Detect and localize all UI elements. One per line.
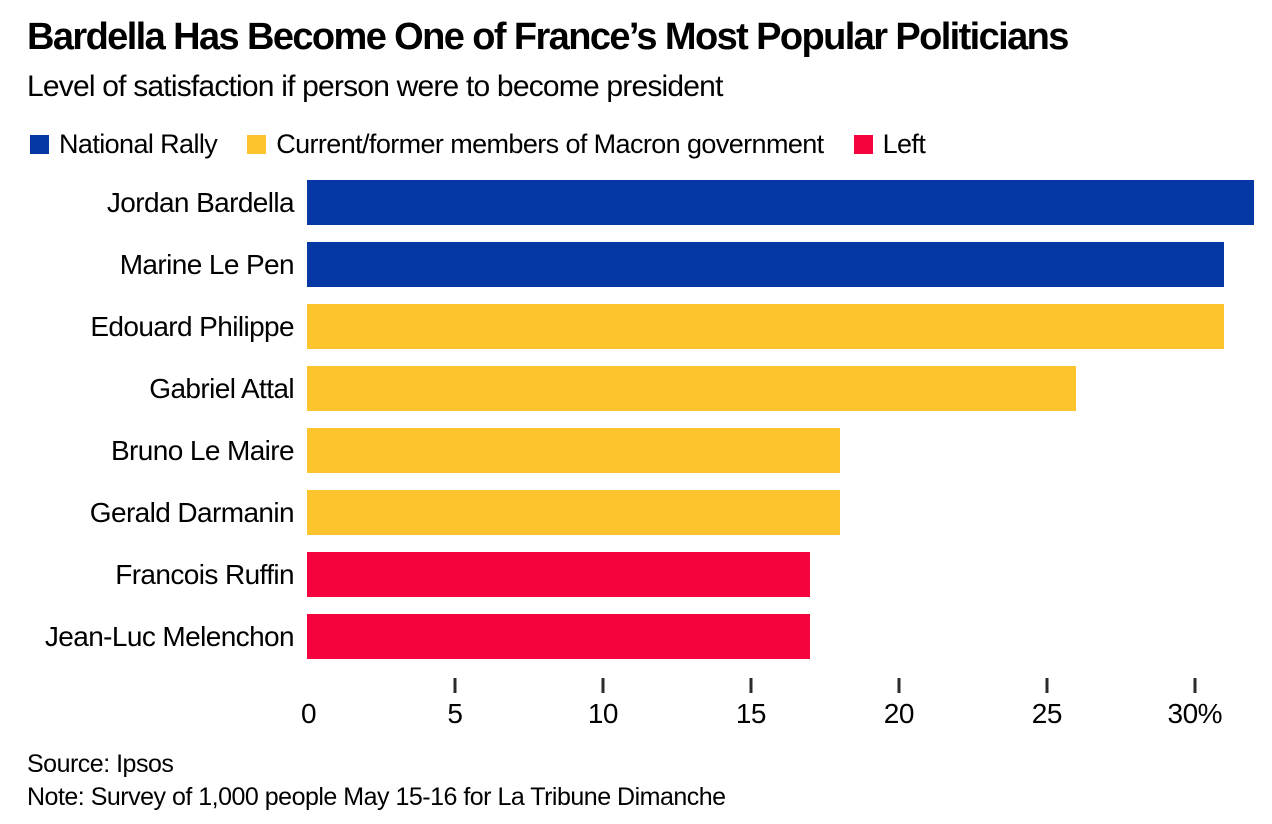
tick-mark [897,678,901,693]
legend-item-macron-government: Current/former members of Macron governm… [247,129,824,160]
bar-label: Gerald Darmanin [89,496,295,528]
bar-label: Edouard Philippe [90,310,294,342]
bar-bruno-le-maire [307,428,840,473]
bar-jordan-bardella [307,180,1254,225]
legend-label-left: Left [882,129,926,159]
bar-label: Marine Le Pen [119,248,295,280]
bar-label: Bruno Le Maire [110,434,295,466]
bar-track [307,428,1254,473]
bar-label: Francois Ruffin [115,558,294,590]
bar-track [307,552,1254,597]
bar-track [307,490,1254,535]
chart-title: Bardella Has Become One of France’s Most… [27,16,1069,58]
legend-swatch-left-icon [853,135,873,154]
bar-gerald-darmanin [307,490,840,535]
bar-gabriel-attal [307,366,1077,411]
bar-track [307,614,1254,659]
x-axis-tick-marks [307,678,1254,694]
source-text: Source: Ipsos [27,750,174,778]
tick-mark [1193,678,1197,693]
bar-marine-le-pen [307,242,1225,287]
bar-label: Jean-Luc Melenchon [44,620,295,652]
x-axis-tick-labels: 0 5 10 15 20 25 30% [301,698,1254,734]
chart-subtitle: Level of satisfaction if person were to … [27,70,723,103]
x-axis: 0 5 10 15 20 25 30% [301,678,1254,748]
bar-label: Gabriel Attal [149,372,294,404]
bar-francois-ruffin [307,552,811,597]
legend-label-macron-government: Current/former members of Macron governm… [276,129,824,159]
tick-mark [453,678,457,693]
chart-footer: Source: Ipsos Note: Survey of 1,000 peop… [27,748,726,814]
tick-label: 20 [883,698,915,729]
bar-row: Jordan Bardella [0,180,1272,225]
bar-label: Jordan Bardella [106,186,295,218]
tick-mark [1045,678,1049,693]
bar-row: Bruno Le Maire [0,428,1272,473]
legend-item-national-rally: National Rally [30,129,218,160]
bar-row: Jean-Luc Melenchon [0,614,1272,659]
bar-edouard-philippe [307,304,1225,349]
legend-label-national-rally: National Rally [59,129,218,159]
bar-track [307,366,1254,411]
tick-label: 10 [587,698,619,729]
bar-track [307,180,1254,225]
tick-label: 25 [1031,698,1063,729]
bar-jean-luc-melenchon [307,614,811,659]
bar-row: Gabriel Attal [0,366,1272,411]
bar-track [307,242,1254,287]
tick-label: 5 [447,698,463,729]
bar-track [307,304,1254,349]
tick-mark [749,678,753,693]
note-text: Note: Survey of 1,000 people May 15-16 f… [27,783,726,811]
legend-swatch-macron-government-icon [247,135,267,154]
tick-label: 30% [1167,698,1223,729]
bar-row: Gerald Darmanin [0,490,1272,535]
legend: National Rally Current/former members of… [30,129,926,160]
plot-area: Jordan Bardella Marine Le Pen Edouard Ph… [0,180,1272,676]
tick-label: 0 [300,698,317,729]
tick-label: 15 [735,698,767,729]
bar-row: Francois Ruffin [0,552,1272,597]
legend-item-left: Left [853,129,926,160]
tick-mark [601,678,605,693]
bar-row: Marine Le Pen [0,242,1272,287]
bar-row: Edouard Philippe [0,304,1272,349]
legend-swatch-national-rally-icon [30,135,49,154]
